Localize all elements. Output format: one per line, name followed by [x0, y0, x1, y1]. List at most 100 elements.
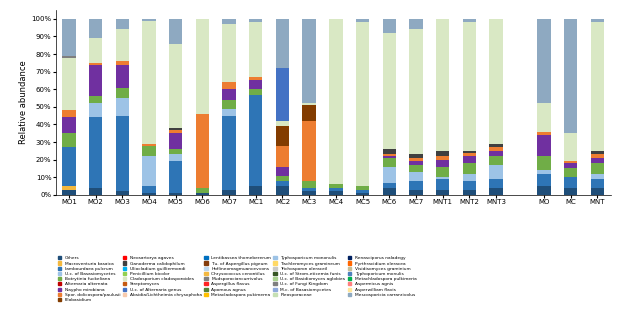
Bar: [89, 63, 102, 65]
Bar: [356, 186, 369, 190]
Bar: [537, 131, 551, 135]
Bar: [537, 170, 551, 174]
Bar: [591, 174, 604, 179]
Bar: [463, 151, 476, 153]
Bar: [222, 190, 236, 195]
Bar: [436, 151, 449, 156]
Bar: [196, 188, 209, 193]
Bar: [409, 172, 423, 181]
Bar: [537, 156, 551, 170]
Legend: Others, Macroventuria kasaica, Iambourdaea pulcrum, U.c. of Basasiomycetes, Botr: Others, Macroventuria kasaica, Iambourda…: [58, 256, 416, 302]
Bar: [62, 133, 75, 148]
Bar: [169, 155, 183, 161]
Bar: [143, 19, 155, 20]
Bar: [89, 188, 102, 195]
Bar: [356, 190, 369, 193]
Bar: [222, 89, 236, 100]
Bar: [489, 156, 503, 165]
Bar: [222, 116, 236, 190]
Bar: [196, 114, 209, 188]
Bar: [436, 160, 449, 167]
Bar: [276, 186, 289, 195]
Bar: [143, 144, 155, 145]
Bar: [436, 177, 449, 179]
Bar: [276, 145, 289, 167]
Bar: [591, 155, 604, 158]
Bar: [489, 165, 503, 179]
Bar: [383, 149, 396, 155]
Bar: [169, 19, 183, 44]
Bar: [489, 188, 503, 195]
Bar: [169, 44, 183, 128]
Bar: [409, 161, 423, 165]
Bar: [564, 177, 578, 188]
Bar: [356, 23, 369, 186]
Bar: [222, 109, 236, 116]
Bar: [115, 61, 129, 65]
Bar: [143, 145, 155, 156]
Bar: [143, 193, 155, 195]
Bar: [356, 19, 369, 23]
Bar: [302, 19, 316, 103]
Bar: [249, 77, 262, 81]
Bar: [169, 130, 183, 133]
Bar: [143, 156, 155, 186]
Bar: [591, 188, 604, 195]
Bar: [329, 192, 342, 195]
Bar: [537, 135, 551, 156]
Bar: [383, 156, 396, 158]
Bar: [115, 65, 129, 87]
Bar: [383, 182, 396, 188]
Bar: [249, 89, 262, 94]
Bar: [409, 165, 423, 172]
Bar: [276, 126, 289, 145]
Bar: [591, 158, 604, 163]
Bar: [436, 179, 449, 190]
Bar: [143, 186, 155, 193]
Bar: [436, 190, 449, 195]
Bar: [436, 156, 449, 160]
Bar: [564, 19, 578, 133]
Bar: [489, 179, 503, 188]
Bar: [222, 100, 236, 109]
Bar: [302, 181, 316, 188]
Bar: [564, 163, 578, 168]
Bar: [62, 186, 75, 190]
Bar: [383, 19, 396, 33]
Bar: [62, 111, 75, 118]
Bar: [222, 19, 236, 24]
Bar: [169, 133, 183, 149]
Bar: [169, 193, 183, 195]
Bar: [276, 68, 289, 121]
Bar: [62, 56, 75, 57]
Bar: [463, 190, 476, 195]
Bar: [302, 188, 316, 192]
Bar: [62, 190, 75, 195]
Bar: [436, 19, 449, 151]
Bar: [302, 103, 316, 105]
Bar: [409, 190, 423, 195]
Bar: [564, 188, 578, 195]
Bar: [115, 192, 129, 195]
Bar: [591, 151, 604, 155]
Bar: [591, 23, 604, 151]
Bar: [169, 149, 183, 155]
Bar: [591, 163, 604, 174]
Bar: [329, 184, 342, 188]
Bar: [276, 121, 289, 126]
Bar: [329, 19, 342, 184]
Bar: [169, 128, 183, 130]
Bar: [89, 38, 102, 63]
Bar: [115, 30, 129, 61]
Bar: [564, 133, 578, 161]
Bar: [89, 96, 102, 103]
Bar: [537, 174, 551, 186]
Bar: [463, 19, 476, 23]
Bar: [249, 19, 262, 23]
Bar: [564, 161, 578, 163]
Bar: [537, 103, 551, 131]
Bar: [222, 82, 236, 89]
Bar: [302, 121, 316, 181]
Bar: [383, 158, 396, 167]
Bar: [409, 158, 423, 161]
